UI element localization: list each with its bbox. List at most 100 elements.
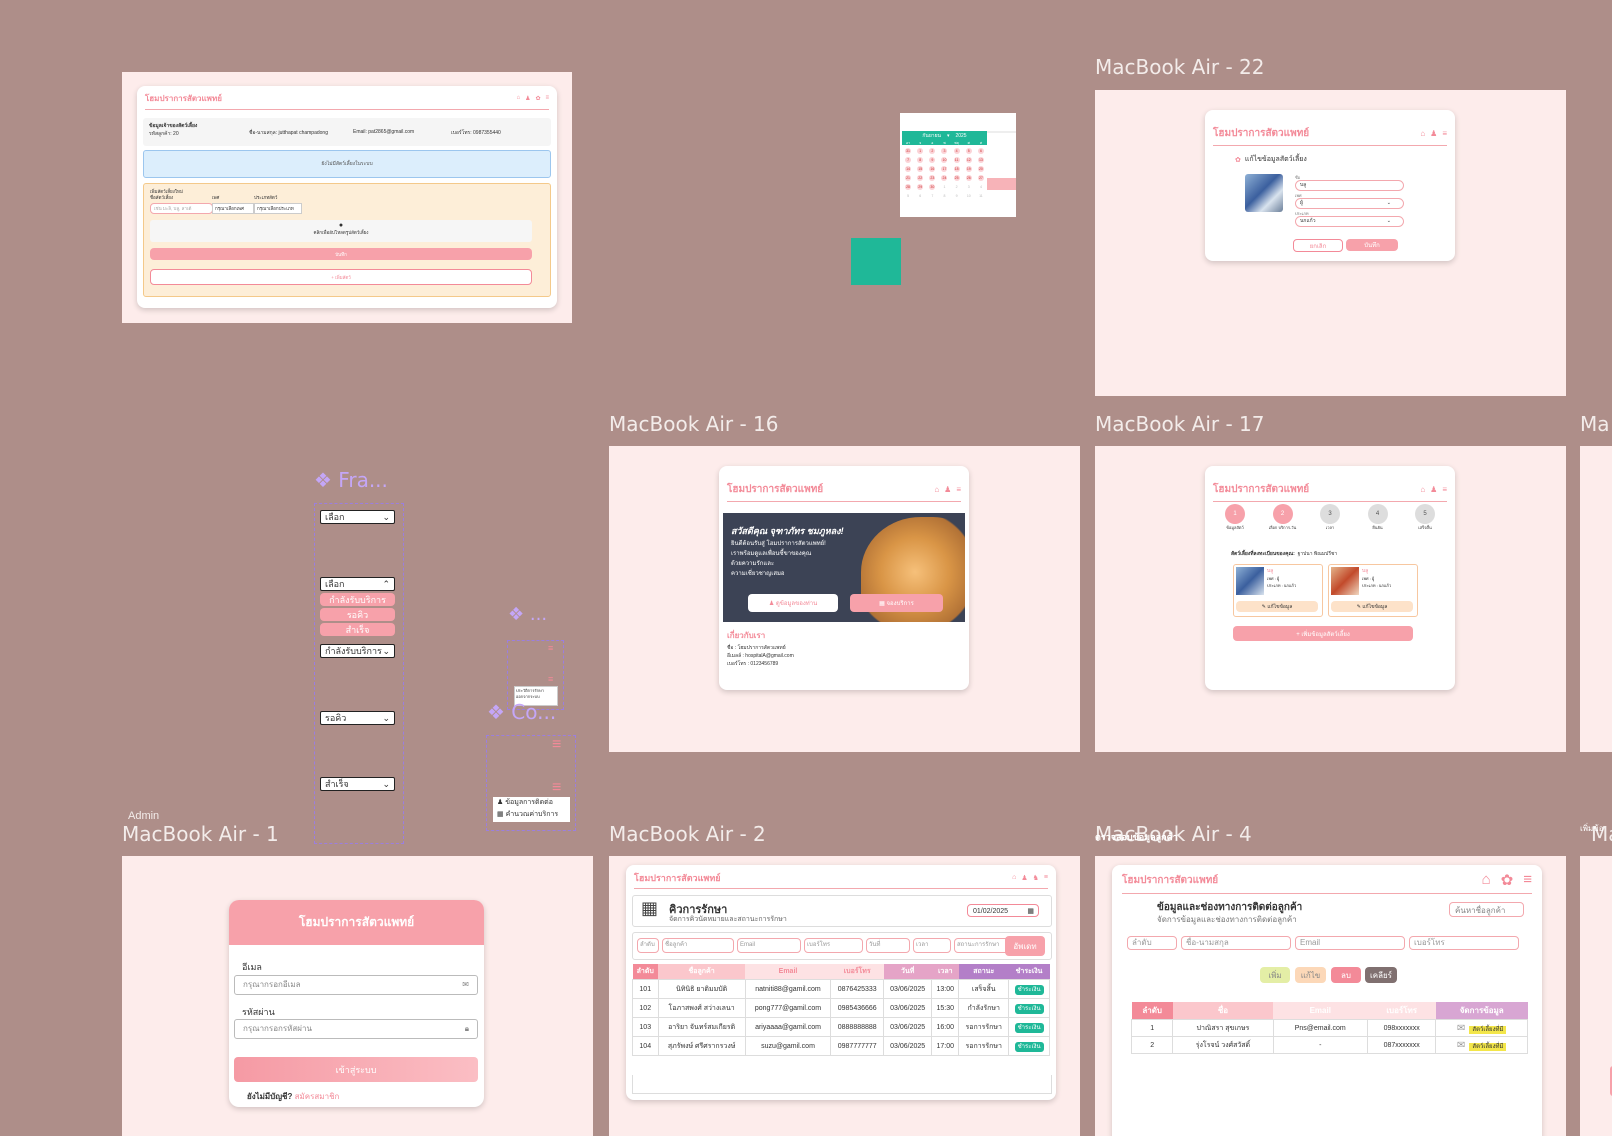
menu-icon[interactable]: ≡ [552, 779, 562, 796]
pet-name-input[interactable]: เช่น มะลิ, บลู, ลาเต้ [150, 203, 213, 214]
add-more-button[interactable]: + เพิ่มสัตว์ [150, 269, 532, 285]
calendar-day[interactable]: 6 [977, 148, 984, 154]
calendar-day[interactable]: 31 [905, 148, 912, 154]
calendar-day[interactable]: 7 [931, 194, 934, 198]
home-icon[interactable]: ⌂ [1481, 871, 1491, 888]
calendar-day[interactable]: 30 [929, 184, 936, 190]
menu-item-calculate[interactable]: ▦ คำนวณค่าบริการ [497, 811, 559, 818]
save-button[interactable]: บันทึก [1346, 239, 1398, 251]
calendar-day[interactable]: 24 [941, 175, 948, 181]
table-row[interactable]: 102 โอภาสพงศ์ สว่างเลนา pong777@gamil.com 0… [632, 998, 1050, 1018]
step-circle[interactable]: 2 [1272, 504, 1293, 524]
edit-pet-button[interactable]: ✎ แก้ไขข้อมูล [1236, 601, 1318, 612]
sex-select[interactable]: ผู้ ⌄ [1295, 198, 1404, 209]
users-icon[interactable]: ♞ [1032, 875, 1039, 882]
menu-icon[interactable]: ≡ [956, 485, 961, 494]
home-icon[interactable]: ⌂ [1420, 129, 1426, 138]
add-button[interactable]: เพิ่ม [1260, 967, 1290, 983]
calendar-day[interactable]: 22 [917, 175, 924, 181]
table-row[interactable]: 1 ปาณิสรา สุขเกษร Pns@email.com 098xxxxxxx ✉… [1130, 1019, 1528, 1037]
calendar-day[interactable]: 19 [965, 166, 972, 172]
menu-icon[interactable]: ≡ [552, 736, 562, 753]
register-link[interactable]: สมัครสมาชิก [294, 1092, 340, 1101]
pet-card[interactable]: บลู เพศ : ผู้ ประเภท : นกแก้ว ✎ แก้ไขข้อ… [1328, 564, 1418, 617]
pet-card[interactable]: บลู เพศ : ผู้ ประเภท : นกแก้ว ✎ แก้ไขข้อ… [1233, 564, 1323, 617]
filter-input[interactable]: ลำดับ [637, 938, 659, 953]
filter-input[interactable]: Email [737, 938, 801, 953]
form-input[interactable]: Email [1295, 936, 1405, 950]
menu-icon[interactable]: ≡ [1442, 129, 1447, 138]
type-select[interactable]: นกแก้ว ⌄ [1295, 216, 1404, 227]
calendar-day[interactable]: 8 [943, 194, 946, 198]
table-row[interactable]: 104 สุภรัพงษ์ ศรีศรากรวงษ์ suzu@gamil.com 0… [632, 1036, 1050, 1056]
calendar-day[interactable]: 12 [965, 157, 972, 163]
calendar-day[interactable]: 7 [905, 157, 912, 163]
pets-button[interactable]: สัตว์เลี้ยงที่มี [1469, 1025, 1507, 1034]
form-input[interactable]: ชื่อ-นามสกุล [1181, 936, 1291, 950]
book-button[interactable]: ▦ จองบริการ [850, 594, 943, 612]
step-circle[interactable]: 4 [1367, 504, 1388, 524]
save-button[interactable]: บันทึก [150, 248, 532, 260]
home-icon[interactable]: ⌂ [934, 485, 940, 494]
calendar-day[interactable]: 27 [977, 175, 984, 181]
step-circle[interactable]: 5 [1415, 504, 1435, 524]
table-row[interactable]: 103 อาริยา จันทร์สมเกียรติ ariyaaaa@gamil.… [632, 1017, 1050, 1037]
date-picker[interactable]: 01/02/2025 ▦ [967, 904, 1039, 917]
status-select-active[interactable]: กำลังรับบริการ ⌄ [320, 644, 395, 658]
calendar-day[interactable]: 6 [919, 194, 922, 198]
calendar-day[interactable]: 9 [929, 157, 936, 163]
sex-select[interactable]: กรุณาเลือกเพศ [212, 203, 254, 214]
add-pet-button[interactable]: + เพิ่มข้อมูลสัตว์เลี้ยง [1233, 626, 1413, 641]
password-input[interactable]: กรุณากรอกรหัสผ่าน 🔒︎ [234, 1019, 478, 1039]
user-icon[interactable]: ♟ [1021, 875, 1028, 882]
calendar-day[interactable]: 2 [955, 185, 958, 189]
form-input[interactable]: ลำดับ [1127, 936, 1177, 950]
home-icon[interactable]: ⌂ [1420, 485, 1426, 494]
calendar-day[interactable]: 21 [905, 175, 912, 181]
edit-button[interactable]: แก้ไข [1295, 967, 1326, 983]
type-select[interactable]: กรุณาเลือกประเภท [254, 203, 302, 214]
upload-area[interactable]: ● คลิกเพื่ออัปโหลดรูปสัตว์เลี้ยง [150, 220, 532, 242]
user-icon[interactable]: ♟ [1430, 129, 1438, 138]
calendar-day[interactable]: 3 [941, 148, 948, 154]
calendar-day[interactable]: 8 [917, 157, 924, 163]
calendar-day[interactable]: 4 [979, 185, 982, 189]
calendar-day[interactable]: 25 [953, 175, 960, 181]
filter-input[interactable]: วันที่ [866, 938, 910, 953]
calendar-day[interactable]: 13 [977, 157, 984, 163]
filter-input[interactable]: สถานะการรักษา [954, 938, 1020, 953]
calendar-day[interactable]: 28 [905, 184, 912, 190]
pay-button[interactable]: ชำระเงิน [1014, 1042, 1044, 1052]
pay-button[interactable]: ชำระเงิน [1014, 1023, 1044, 1033]
edit-pet-button[interactable]: ✎ แก้ไขข้อมูล [1331, 601, 1413, 612]
menu-item-contact[interactable]: ♟ ข้อมูลการติดต่อ [497, 799, 553, 806]
email-input[interactable]: กรุณากรอกอีเมล ✉ [234, 975, 478, 995]
form-input[interactable]: เบอร์โทร [1409, 936, 1519, 950]
user-icon[interactable]: ♟ [525, 96, 531, 102]
calendar-day[interactable]: 3 [967, 185, 970, 189]
calendar-day[interactable]: 9 [955, 194, 958, 198]
step-circle[interactable]: 1 [1225, 504, 1245, 524]
mail-icon[interactable]: ✉ [1457, 1039, 1466, 1051]
paw-icon[interactable]: ✿ [535, 96, 541, 102]
home-icon[interactable]: ⌂ [516, 95, 521, 101]
calendar-day[interactable]: 20 [977, 166, 984, 172]
option-active[interactable]: กำลังรับบริการ [320, 593, 395, 606]
step-circle[interactable]: 3 [1320, 504, 1340, 524]
home-icon[interactable]: ⌂ [1012, 874, 1017, 881]
calendar-day[interactable]: 11 [979, 194, 983, 198]
user-icon[interactable]: ♟ [1430, 485, 1438, 494]
status-select-done[interactable]: สำเร็จ ⌄ [320, 777, 395, 791]
search-input[interactable]: ค้นหาชื่อลูกค้า [1449, 902, 1524, 917]
user-icon[interactable]: ♟ [944, 485, 952, 494]
table-row[interactable]: 2 รุ่งโรจน์ วงศ์สวัสดิ์ -087xxxxxxx ✉ สัตว์เ… [1130, 1036, 1528, 1054]
menu-icon[interactable]: ≡ [548, 643, 554, 653]
clear-button[interactable]: เคลียร์ [1365, 967, 1397, 983]
status-select-waiting[interactable]: รอคิว ⌄ [320, 711, 395, 725]
pet-name-input[interactable]: บลู [1295, 180, 1404, 191]
calendar-day[interactable]: 18 [953, 166, 960, 172]
table-row[interactable]: 101 นิทินิธิ ยาติมมบัติ natniti88@gamil.co… [632, 979, 1050, 999]
calendar-day[interactable]: 14 [905, 166, 912, 172]
chevron-down-icon[interactable]: ▾ [946, 132, 950, 139]
profile-button[interactable]: ♟ ดูข้อมูลของท่าน [748, 594, 838, 612]
